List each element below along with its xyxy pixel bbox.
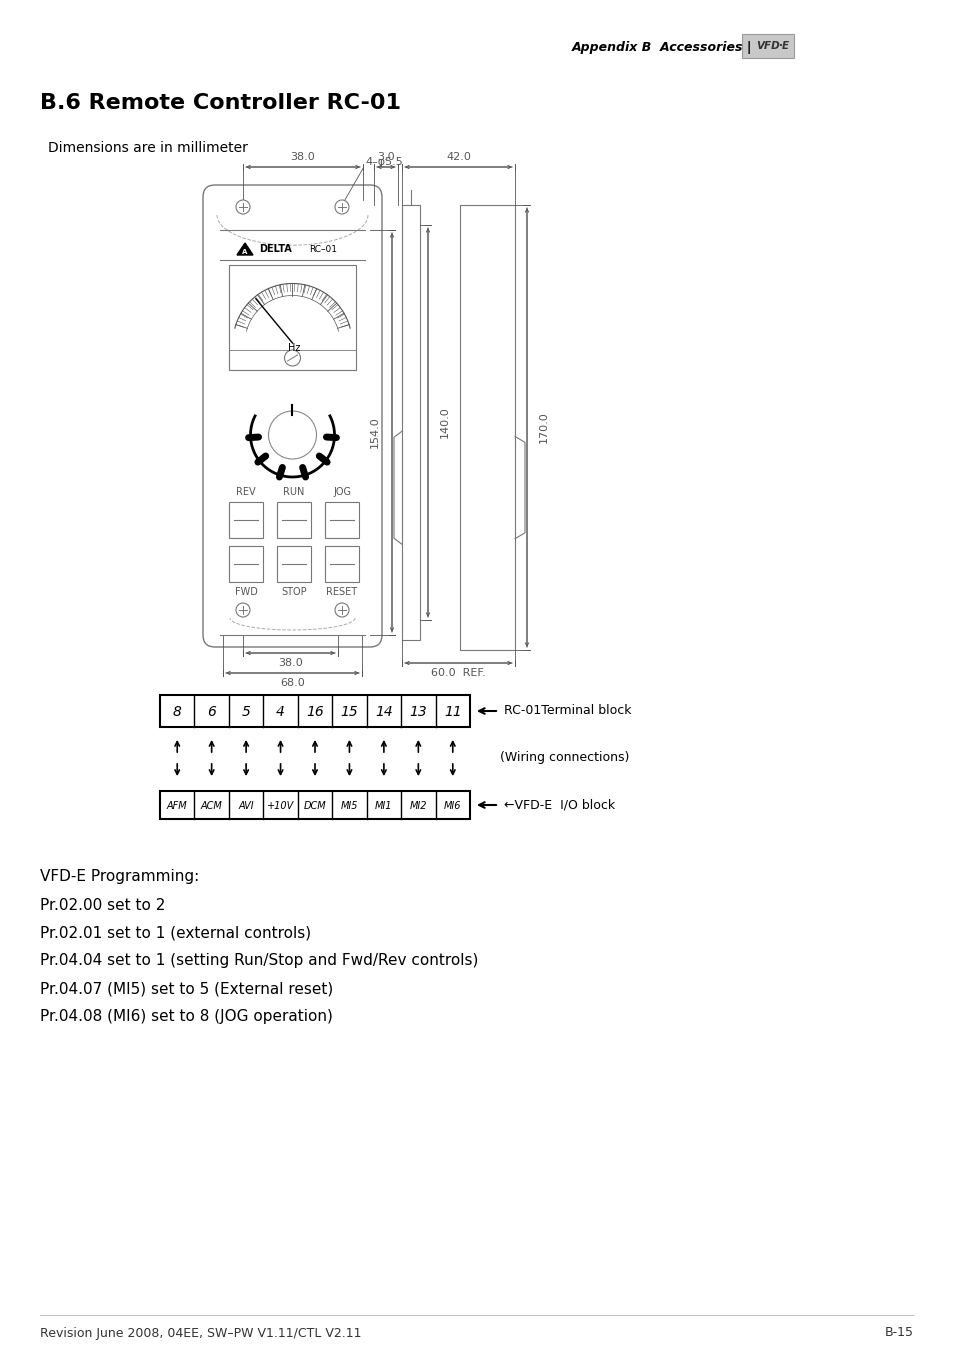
Text: RC-01Terminal block: RC-01Terminal block — [503, 704, 631, 718]
Text: A: A — [242, 248, 248, 255]
Text: 38.0: 38.0 — [278, 658, 302, 668]
Bar — [229, 546, 263, 582]
Bar — [401, 205, 419, 641]
Text: DELTA: DELTA — [258, 244, 292, 254]
Text: Appendix B  Accessories |: Appendix B Accessories | — [572, 42, 752, 54]
Circle shape — [284, 350, 300, 366]
Text: Pr.04.04 set to 1 (setting Run/Stop and Fwd/Rev controls): Pr.04.04 set to 1 (setting Run/Stop and … — [40, 954, 477, 969]
Text: DCM: DCM — [303, 801, 326, 811]
Text: (Wiring connections): (Wiring connections) — [499, 752, 629, 764]
Circle shape — [335, 199, 349, 214]
Text: Pr.02.01 set to 1 (external controls): Pr.02.01 set to 1 (external controls) — [40, 925, 311, 940]
Text: 42.0: 42.0 — [446, 152, 471, 161]
Text: 170.0: 170.0 — [538, 411, 548, 444]
Text: B-15: B-15 — [884, 1327, 913, 1339]
Text: 38.0: 38.0 — [291, 152, 315, 161]
Text: Revision June 2008, 04EE, SW–PW V1.11/CTL V2.11: Revision June 2008, 04EE, SW–PW V1.11/CT… — [40, 1327, 361, 1339]
Text: 4–φ5.5: 4–φ5.5 — [365, 157, 402, 167]
Text: MI6: MI6 — [443, 801, 461, 811]
Text: RESET: RESET — [326, 588, 357, 597]
Text: 60.0  REF.: 60.0 REF. — [431, 668, 485, 678]
Text: Hz: Hz — [288, 343, 300, 353]
Text: Dimensions are in millimeter: Dimensions are in millimeter — [48, 141, 248, 155]
Circle shape — [335, 603, 349, 617]
Circle shape — [235, 199, 250, 214]
Text: MI5: MI5 — [340, 801, 357, 811]
Text: AVI: AVI — [238, 801, 253, 811]
Text: 15: 15 — [340, 706, 358, 719]
Text: 6: 6 — [207, 706, 216, 719]
Bar — [325, 502, 358, 537]
Text: RUN: RUN — [283, 487, 304, 497]
Bar — [160, 695, 470, 727]
Text: 5: 5 — [241, 706, 251, 719]
Text: ·E: ·E — [778, 41, 789, 52]
Text: 11: 11 — [443, 706, 461, 719]
Bar — [276, 502, 311, 537]
Text: FWD: FWD — [234, 588, 257, 597]
Text: 16: 16 — [306, 706, 323, 719]
Text: 3.0: 3.0 — [376, 152, 395, 161]
Text: Pr.04.07 (MI5) set to 5 (External reset): Pr.04.07 (MI5) set to 5 (External reset) — [40, 981, 333, 996]
FancyBboxPatch shape — [741, 34, 793, 58]
Text: ACM: ACM — [200, 801, 222, 811]
Bar — [229, 265, 355, 370]
Bar — [229, 502, 263, 537]
Text: 140.0: 140.0 — [439, 407, 450, 438]
Text: MI1: MI1 — [375, 801, 393, 811]
Text: B.6 Remote Controller RC-01: B.6 Remote Controller RC-01 — [40, 94, 400, 113]
Text: Pr.02.00 set to 2: Pr.02.00 set to 2 — [40, 897, 165, 912]
Bar — [160, 791, 470, 820]
Polygon shape — [236, 243, 253, 255]
Text: 4: 4 — [275, 706, 285, 719]
Circle shape — [268, 411, 316, 459]
Text: JOG: JOG — [333, 487, 351, 497]
Text: ←VFD-E  I/O block: ←VFD-E I/O block — [503, 798, 615, 811]
Text: VFD-E Programming:: VFD-E Programming: — [40, 870, 199, 885]
Bar — [276, 546, 311, 582]
Text: RC–01: RC–01 — [309, 244, 336, 254]
Text: 154.0: 154.0 — [370, 417, 379, 448]
Text: +10V: +10V — [267, 801, 294, 811]
Circle shape — [235, 603, 250, 617]
Bar — [325, 546, 358, 582]
Bar — [459, 205, 515, 650]
Text: MI2: MI2 — [409, 801, 427, 811]
Text: 13: 13 — [409, 706, 427, 719]
Text: 14: 14 — [375, 706, 393, 719]
Text: 8: 8 — [172, 706, 181, 719]
Text: STOP: STOP — [281, 588, 307, 597]
Text: REV: REV — [236, 487, 255, 497]
Text: Pr.04.08 (MI6) set to 8 (JOG operation): Pr.04.08 (MI6) set to 8 (JOG operation) — [40, 1010, 333, 1025]
Text: VFD: VFD — [756, 41, 779, 52]
FancyBboxPatch shape — [203, 185, 381, 647]
Text: 68.0: 68.0 — [280, 678, 305, 688]
Text: AFM: AFM — [167, 801, 188, 811]
